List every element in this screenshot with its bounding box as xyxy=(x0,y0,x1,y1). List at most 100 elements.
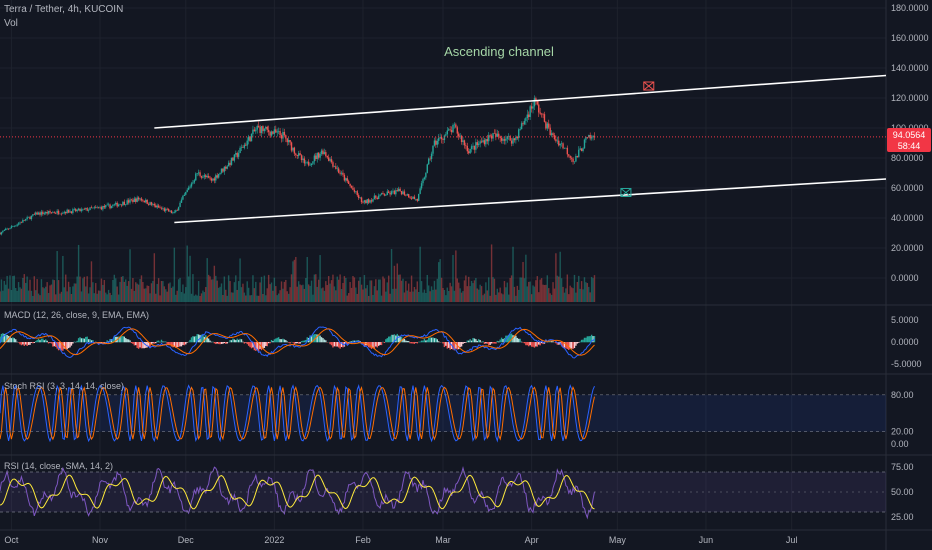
volume-bar xyxy=(422,292,424,302)
time-tick-label[interactable]: 2022 xyxy=(264,535,284,545)
candle-body xyxy=(362,202,364,203)
buy-marker-stroke xyxy=(620,188,632,197)
macd-histogram-bar xyxy=(110,339,113,343)
time-tick-label[interactable]: Nov xyxy=(92,535,109,545)
macd-histogram-bar xyxy=(89,339,91,343)
volume-bar xyxy=(30,290,33,302)
macd-histogram-bar xyxy=(478,339,480,343)
volume-bar xyxy=(496,288,499,302)
candle-body xyxy=(385,194,387,196)
candle-body xyxy=(572,158,574,162)
volume-bar xyxy=(195,294,197,302)
volume-bar xyxy=(142,282,144,302)
candle-body xyxy=(355,191,357,192)
candle-body xyxy=(335,166,337,169)
candle-body xyxy=(145,199,147,203)
candle-body xyxy=(410,197,413,199)
annotation-ascending-channel[interactable]: Ascending channel xyxy=(444,44,554,59)
time-tick-label[interactable]: Dec xyxy=(178,535,195,545)
macd-histogram-bar xyxy=(493,342,496,344)
candle-body xyxy=(46,211,48,214)
time-tick-label[interactable]: Apr xyxy=(525,535,539,545)
volume-bar xyxy=(520,277,523,302)
channel-lower-line[interactable] xyxy=(174,178,887,224)
macd-histogram-bar xyxy=(55,342,57,347)
volume-bar xyxy=(167,283,170,302)
time-tick-label[interactable]: Oct xyxy=(4,535,19,545)
candle-body xyxy=(533,98,536,107)
candle-body xyxy=(340,172,343,174)
volume-bar xyxy=(123,281,126,302)
macd-histogram-bar xyxy=(119,336,121,343)
candle-body xyxy=(535,98,537,102)
indicator-tick-label: 25.00 xyxy=(891,512,914,522)
volume-bar xyxy=(176,290,178,302)
candle-body xyxy=(209,177,211,179)
candle-body xyxy=(495,133,497,137)
indicator-tick-label: 80.00 xyxy=(891,390,914,400)
volume-bar xyxy=(27,290,30,302)
price-tick-label: 160.0000 xyxy=(891,33,929,43)
volume-bar xyxy=(240,287,243,302)
macd-histogram-bar xyxy=(325,340,327,343)
candle-body xyxy=(425,172,427,178)
macd-histogram-bar xyxy=(363,342,366,346)
volume-bar xyxy=(552,282,554,302)
candle-body xyxy=(349,183,351,186)
time-tick-label[interactable]: Mar xyxy=(435,535,451,545)
macd-histogram-bar xyxy=(460,342,463,347)
volume-bar xyxy=(446,287,448,302)
volume-bar xyxy=(479,284,481,302)
time-axis[interactable]: Oct Nov Dec 2022 Feb Mar Apr May Jun Jul xyxy=(4,535,797,545)
time-tick-label[interactable]: Feb xyxy=(355,535,371,545)
candle-body xyxy=(133,198,136,202)
volume-bar xyxy=(157,278,160,302)
macd-histogram-bar xyxy=(579,341,581,343)
macd-histogram-bar xyxy=(229,340,231,343)
volume-bar xyxy=(458,282,460,302)
macd-histogram-bar xyxy=(266,342,268,347)
macd-histogram-bar xyxy=(510,333,513,343)
macd-histogram-bar xyxy=(79,337,81,343)
macd-histogram-bar xyxy=(127,339,130,343)
volume-bar xyxy=(367,295,370,302)
candle-body xyxy=(257,125,260,127)
symbol-title[interactable]: Terra / Tether, 4h, KUCOIN xyxy=(4,4,124,15)
candle-body xyxy=(529,106,531,117)
candle-body xyxy=(233,154,236,161)
volume-bar xyxy=(259,282,261,302)
macd-histogram-bar xyxy=(267,342,270,344)
candle-body xyxy=(56,210,58,214)
time-tick-label[interactable]: May xyxy=(609,535,627,545)
candle-body xyxy=(83,208,86,210)
price-tick-label: 40.0000 xyxy=(891,213,924,223)
volume-bar xyxy=(79,276,81,302)
volume-bar xyxy=(200,293,203,302)
macd-histogram-bar xyxy=(389,336,391,343)
time-tick-label[interactable]: Jun xyxy=(699,535,714,545)
volume-bar xyxy=(439,259,441,302)
candle-body xyxy=(499,136,501,139)
macd-histogram-bar xyxy=(189,339,191,343)
time-tick-label[interactable]: Jul xyxy=(786,535,798,545)
macd-histogram-bar xyxy=(406,340,408,343)
candle-body xyxy=(219,172,221,175)
candle-body xyxy=(293,147,296,154)
volume-bar xyxy=(309,285,311,302)
candle-body xyxy=(185,191,187,195)
channel-upper-line[interactable] xyxy=(154,74,887,129)
macd-histogram-bar xyxy=(425,340,427,343)
indicator-axes[interactable]: 5.0000 0.0000 -5.0000 80.00 20.00 0.00 75.00 50… xyxy=(0,315,922,522)
candle-body xyxy=(346,178,348,182)
candle-body xyxy=(295,153,297,155)
volume-bar xyxy=(310,280,313,302)
candle-body xyxy=(249,136,251,142)
candle-body xyxy=(542,113,544,115)
macd-histogram-bar xyxy=(86,336,88,343)
volume-bar xyxy=(257,295,260,302)
candle-body xyxy=(272,131,274,134)
volume-bar xyxy=(448,291,450,302)
volume-bar xyxy=(89,287,91,302)
volume-bar xyxy=(9,275,11,302)
